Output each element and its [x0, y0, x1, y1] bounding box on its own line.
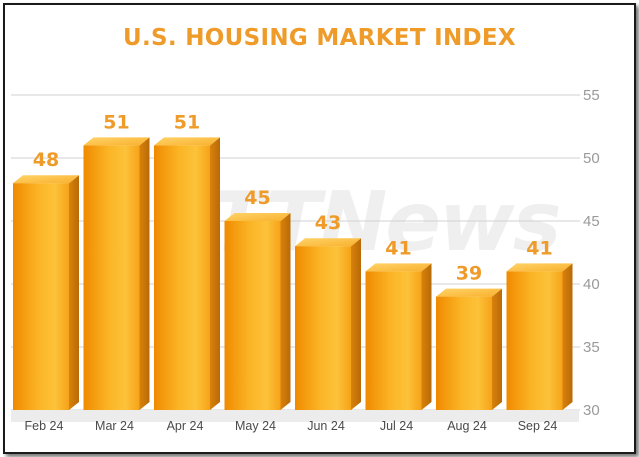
x-tick-label: Jun 24 [307, 419, 345, 433]
bar [295, 238, 361, 410]
y-tick-label: 40 [583, 276, 600, 293]
data-label: 51 [174, 111, 200, 133]
x-tick-label: Jul 24 [380, 419, 413, 433]
x-tick-label: May 24 [235, 419, 276, 433]
bar-front [83, 145, 140, 410]
bar-side [69, 175, 79, 410]
bar [436, 288, 502, 410]
bars: 48 51 51 45 43 41 39 41 [13, 111, 573, 410]
bar [506, 263, 573, 410]
bar-side [492, 288, 502, 410]
chart-frame: U.S. HOUSING MARKET INDEX FTTNews 48 51 51… [3, 3, 636, 454]
bar-front [436, 296, 492, 410]
data-label: 41 [526, 237, 552, 259]
y-tick-label: 30 [583, 402, 600, 419]
x-axis: Feb 24 Mar 24 Apr 24 May 24 Jun 24 Jul 24 Aug … [25, 419, 558, 433]
bar-top [13, 175, 79, 184]
data-label: 48 [33, 149, 59, 171]
y-tick-label: 45 [583, 213, 600, 230]
bar-front [13, 183, 69, 410]
bar-top [436, 288, 502, 297]
bar-side [139, 137, 150, 410]
x-tick-label: Feb 24 [25, 419, 64, 433]
bar-top [224, 213, 291, 221]
y-tick-label: 55 [583, 87, 600, 104]
bar-top [154, 137, 220, 146]
x-tick-label: Apr 24 [167, 419, 204, 433]
bar-front [224, 221, 281, 410]
y-tick-label: 50 [583, 150, 600, 167]
chart-floor [11, 410, 579, 422]
y-tick-label: 35 [583, 339, 600, 356]
bar [83, 137, 150, 410]
bar-top [365, 263, 432, 272]
chart-title: U.S. HOUSING MARKET INDEX [123, 25, 516, 51]
bar-front [506, 271, 563, 410]
bar-top [506, 263, 573, 272]
bar-front [154, 145, 210, 410]
x-tick-label: Mar 24 [95, 419, 134, 433]
data-label: 43 [315, 212, 341, 234]
data-label: 39 [456, 263, 482, 285]
bar [224, 213, 291, 410]
bar-side [351, 238, 361, 410]
data-label: 41 [385, 237, 411, 259]
bar [154, 137, 220, 410]
data-label: 45 [244, 187, 270, 209]
bar-side [421, 263, 432, 410]
y-axis: 30 35 40 45 50 55 [583, 87, 600, 419]
chart-floor-band [11, 410, 579, 422]
data-label: 51 [103, 111, 129, 133]
bar-chart: 48 51 51 45 43 41 39 41 30 35 40 45 50 55 Feb 24 Mar … [11, 87, 600, 433]
bar-side [280, 213, 291, 410]
bar-front [295, 246, 351, 410]
bar-top [83, 137, 150, 146]
bar-side [210, 137, 220, 410]
bar-top [295, 238, 361, 247]
bar [13, 175, 79, 410]
x-tick-label: Aug 24 [447, 419, 487, 433]
bar [365, 263, 432, 410]
bar-side [562, 263, 573, 410]
bar-front [365, 271, 422, 410]
x-tick-label: Sep 24 [518, 419, 558, 433]
